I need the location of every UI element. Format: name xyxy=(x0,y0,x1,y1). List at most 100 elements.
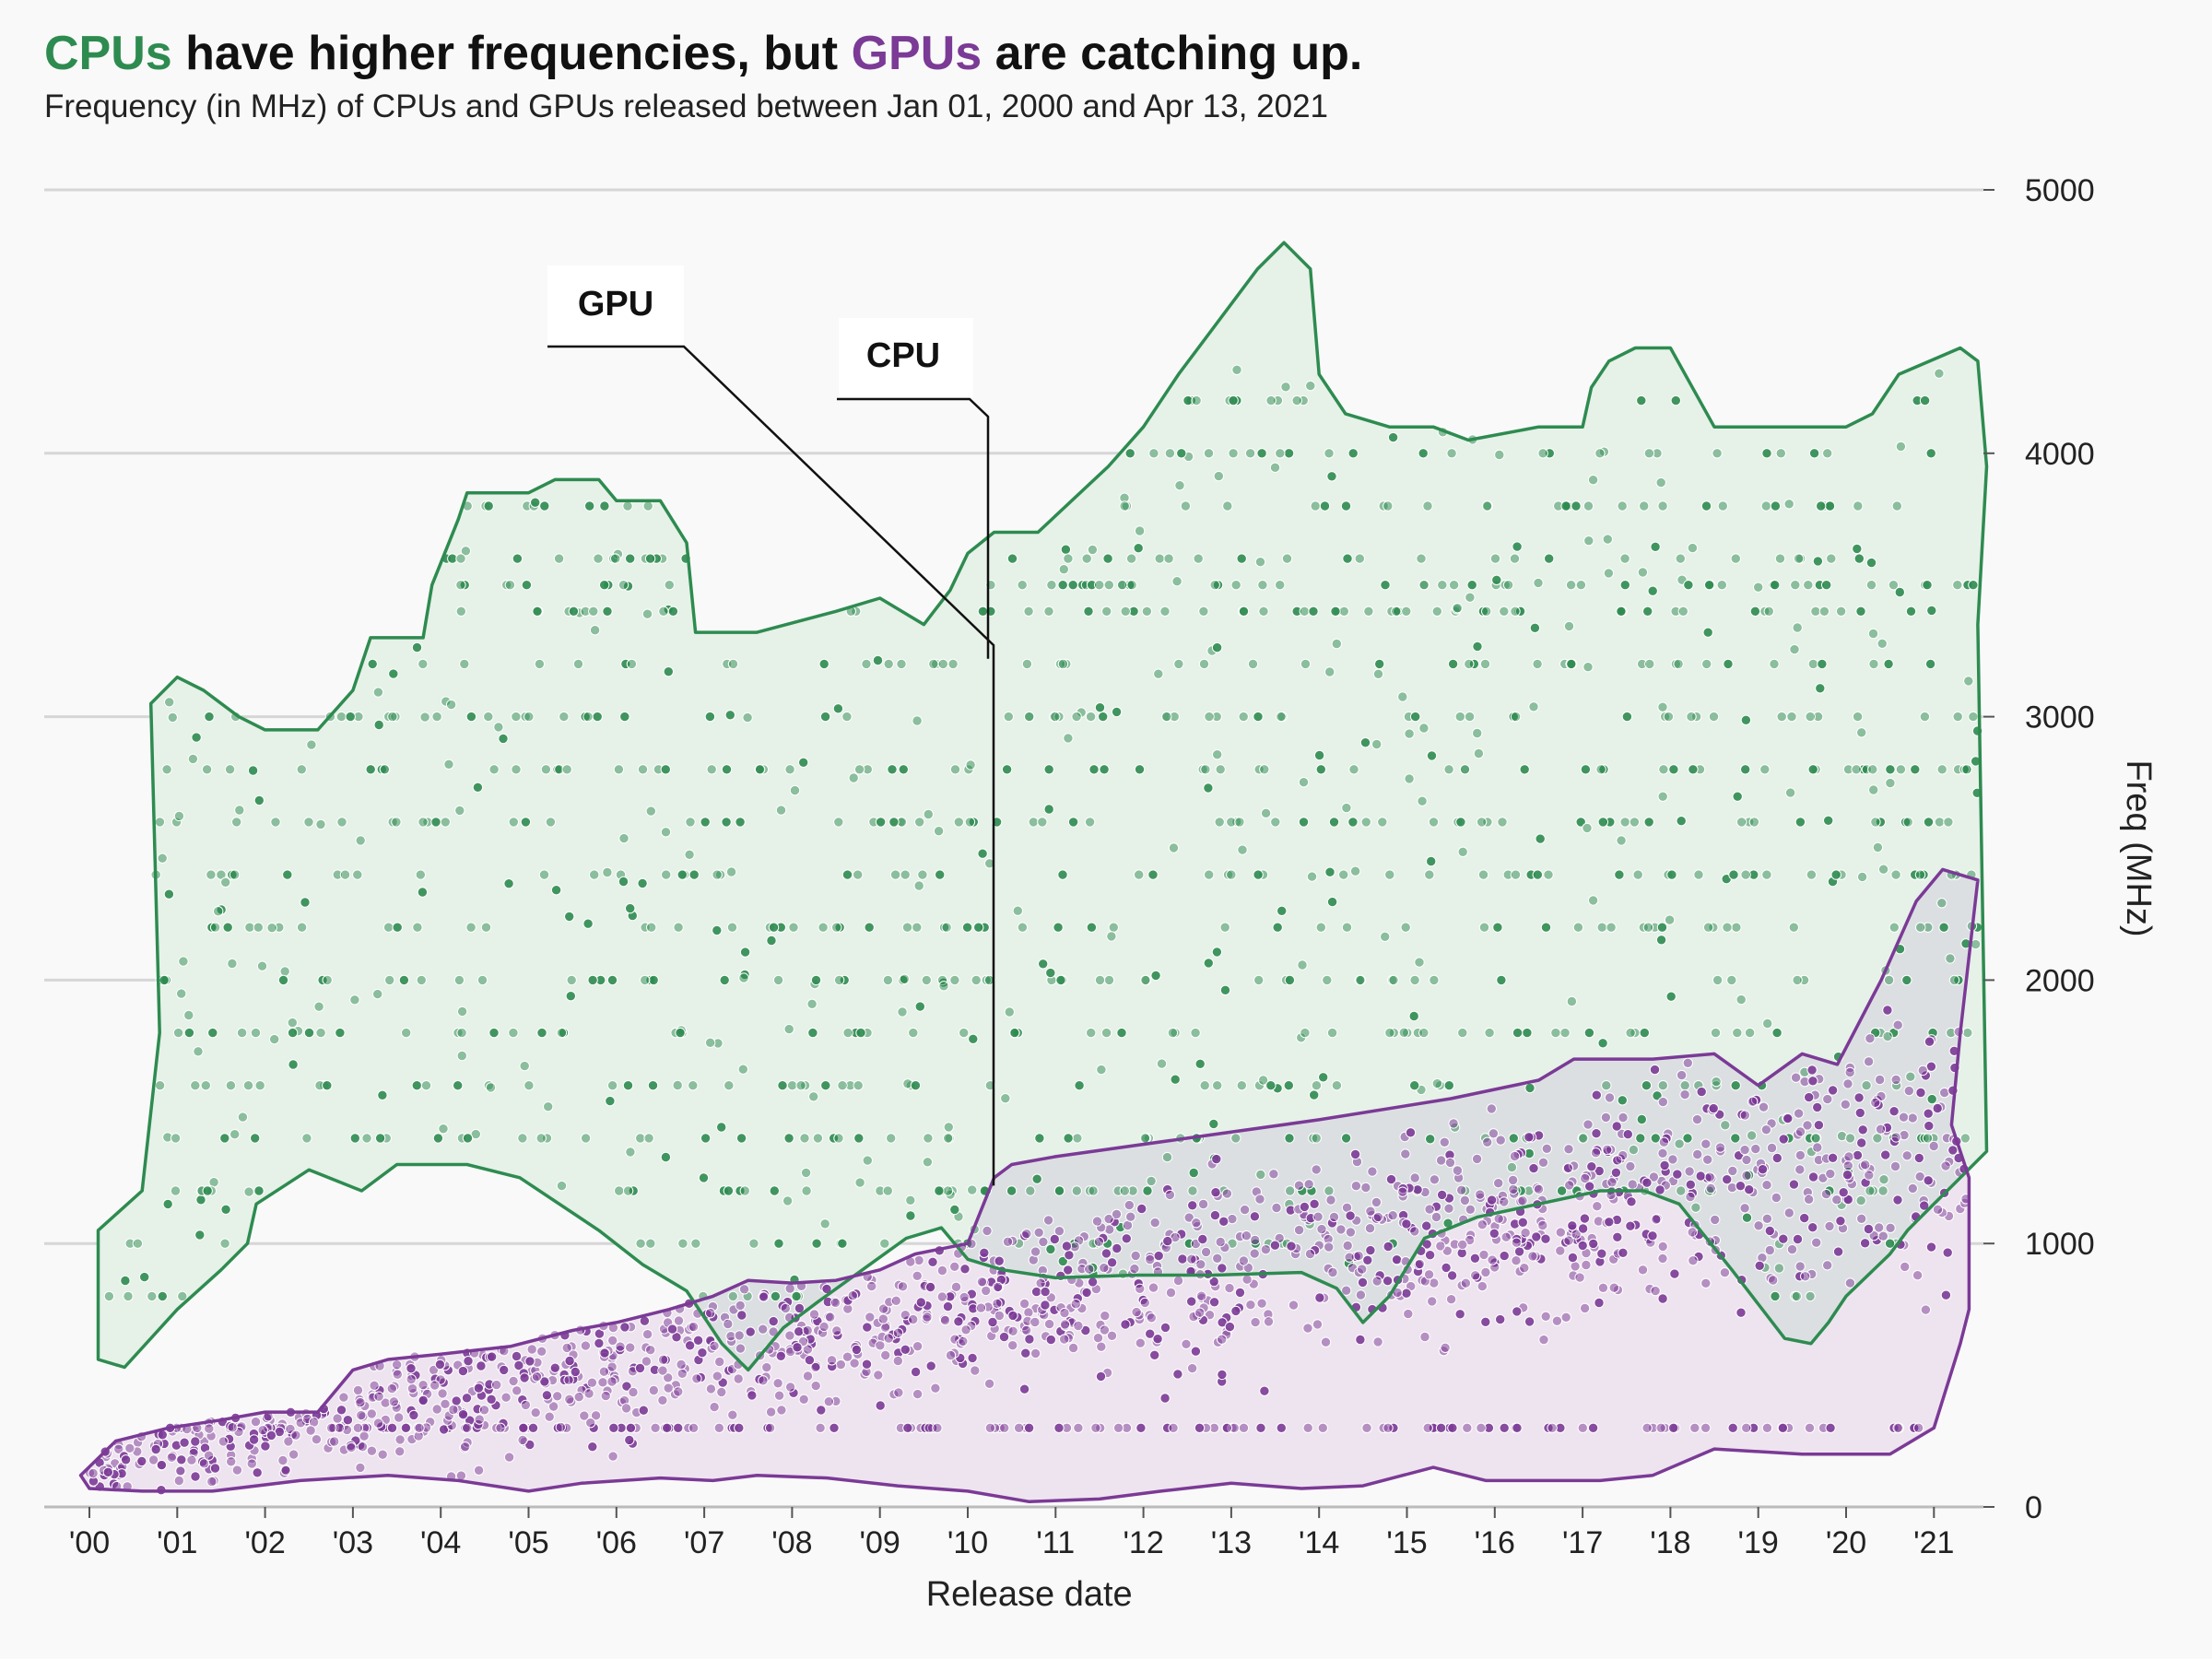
gpu-point xyxy=(1579,1213,1591,1224)
gpu-point xyxy=(1344,1252,1355,1263)
cpu-point xyxy=(1401,606,1412,617)
cpu-point xyxy=(1139,1133,1151,1144)
cpu-point xyxy=(1807,764,1818,775)
cpu-point xyxy=(1284,1185,1296,1196)
cpu-point xyxy=(706,764,717,775)
gpu-point xyxy=(369,1380,380,1392)
cpu-point xyxy=(953,817,965,828)
gpu-point xyxy=(1564,1180,1575,1191)
cpu-point xyxy=(417,887,429,898)
gpu-point xyxy=(624,1434,635,1446)
cpu-point xyxy=(187,753,199,765)
cpu-point xyxy=(1326,1027,1338,1039)
gpu-point xyxy=(1838,1187,1849,1198)
cpu-point xyxy=(645,806,656,817)
gpu-point xyxy=(1537,1157,1549,1169)
gpu-point xyxy=(1739,1110,1751,1121)
gpu-point xyxy=(866,1280,877,1292)
cpu-point xyxy=(1000,1093,1011,1104)
gpu-point xyxy=(723,1318,734,1330)
gpu-point xyxy=(1422,1422,1433,1434)
x-tick-label: '01 xyxy=(157,1525,197,1560)
gpu-point xyxy=(1299,1201,1311,1213)
gpu-point xyxy=(1212,1253,1223,1265)
gpu-point xyxy=(1547,1422,1558,1434)
gpu-point xyxy=(462,1422,473,1434)
gpu-point xyxy=(607,1335,618,1347)
cpu-point xyxy=(1895,441,1907,453)
gpu-point xyxy=(1761,1213,1773,1225)
gpu-point xyxy=(982,1225,993,1237)
gpu-point xyxy=(981,1285,992,1297)
gpu-point xyxy=(645,1345,656,1356)
cpu-point xyxy=(178,956,189,967)
gpu-point xyxy=(1804,1091,1815,1103)
gpu-point xyxy=(835,1359,846,1371)
cpu-point xyxy=(1761,869,1772,880)
x-tick-label: '00 xyxy=(69,1525,110,1560)
cpu-point xyxy=(418,817,429,828)
gpu-point xyxy=(500,1392,512,1403)
cpu-point xyxy=(1616,835,1627,846)
cpu-point xyxy=(786,1080,798,1091)
cpu-point xyxy=(1021,658,1033,670)
cpu-point xyxy=(1617,500,1628,512)
cpu-point xyxy=(1234,817,1245,828)
cpu-point xyxy=(724,710,735,721)
gpu-point xyxy=(1186,1253,1197,1265)
cpu-point xyxy=(1712,974,1724,986)
cpu-point xyxy=(719,974,730,986)
gpu-point xyxy=(945,1349,957,1361)
cpu-point xyxy=(801,1185,812,1196)
cpu-point xyxy=(795,1080,806,1091)
gpu-point xyxy=(1907,1182,1919,1194)
gpu-point xyxy=(823,1396,834,1407)
cpu-point xyxy=(1560,500,1571,512)
cpu-point xyxy=(415,869,426,880)
gpu-point xyxy=(1757,1164,1769,1175)
cpu-point xyxy=(663,666,674,677)
gpu-point xyxy=(1391,1254,1403,1265)
cpu-point xyxy=(1031,1173,1042,1184)
cpu-point xyxy=(1657,1080,1669,1091)
gpu-point xyxy=(999,1422,1010,1434)
cpu-point xyxy=(1377,817,1388,828)
cpu-point xyxy=(1124,448,1135,459)
cpu-point xyxy=(968,1033,979,1045)
gpu-point xyxy=(1495,1135,1506,1146)
gpu-point xyxy=(994,1255,1005,1266)
gpu-point xyxy=(394,1446,406,1457)
cpu-point xyxy=(1926,605,1937,617)
cpu-point xyxy=(1298,777,1310,788)
gpu-point xyxy=(555,1421,566,1433)
gpu-point xyxy=(204,1423,215,1434)
gpu-point xyxy=(1211,1153,1222,1165)
cpu-point xyxy=(1341,802,1352,814)
gpu-point xyxy=(1689,1422,1700,1434)
gpu-point xyxy=(1844,1066,1855,1078)
cpu-point xyxy=(1204,711,1215,723)
gpu-point xyxy=(1877,1230,1889,1241)
gpu-point xyxy=(1149,1217,1160,1229)
cpu-point xyxy=(1164,448,1176,459)
cpu-point xyxy=(1228,394,1239,406)
cpu-point xyxy=(1270,817,1281,828)
cpu-point xyxy=(1163,553,1174,564)
gpu-label-box xyxy=(547,265,684,345)
cpu-point xyxy=(1663,711,1675,723)
gpu-point xyxy=(1900,1261,1911,1273)
cpu-point xyxy=(1740,714,1752,725)
cpu-point xyxy=(460,546,472,557)
cpu-point xyxy=(1821,580,1832,591)
gpu-point xyxy=(1591,1128,1602,1139)
cpu-point xyxy=(1492,922,1503,933)
cpu-point xyxy=(1017,922,1029,933)
x-tick-label: '14 xyxy=(1299,1525,1339,1560)
gpu-point xyxy=(1024,1334,1035,1345)
gpu-point xyxy=(440,1398,451,1410)
cpu-point xyxy=(1583,535,1594,547)
cpu-point xyxy=(704,711,716,723)
gpu-point xyxy=(512,1385,523,1396)
gpu-point xyxy=(902,1422,913,1434)
cpu-point xyxy=(1173,658,1184,670)
